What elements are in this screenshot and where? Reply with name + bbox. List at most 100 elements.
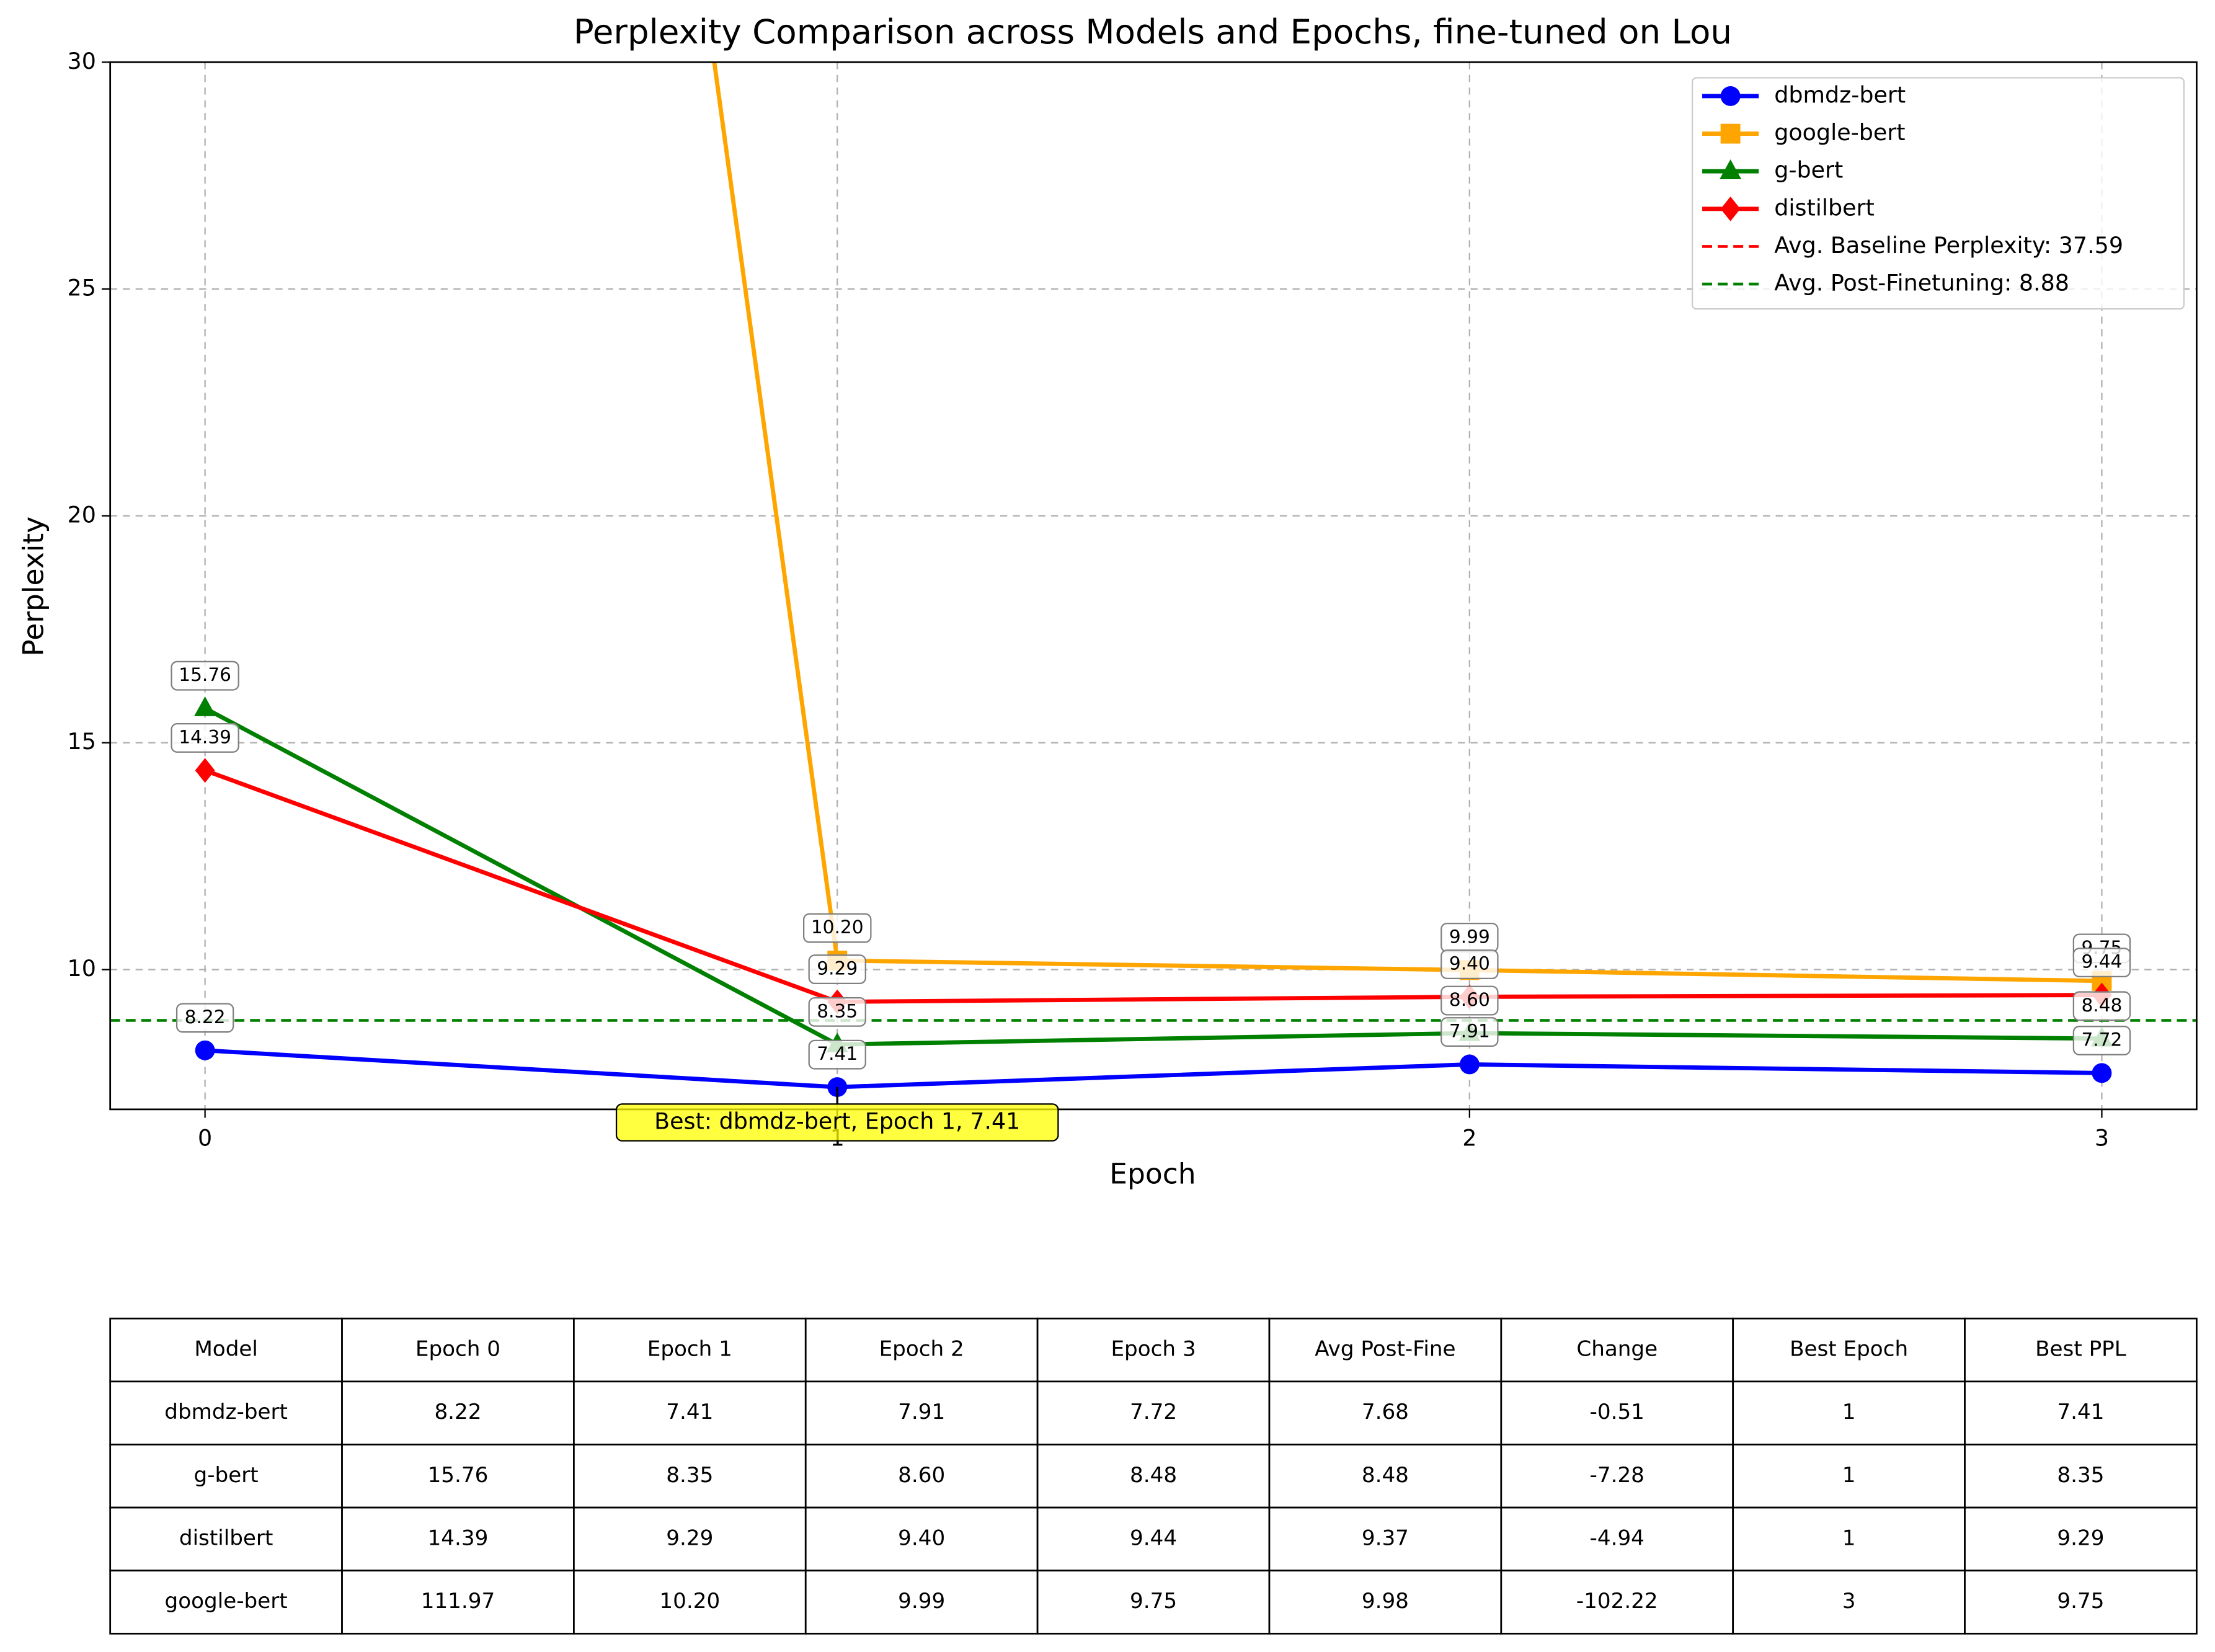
table-cell [109, 1317, 343, 1383]
table-text: 111.97 [421, 1589, 495, 1614]
table-text: 1 [1842, 1525, 1856, 1550]
annotation-text: Best: dbmdz-bert, Epoch 1, 7.41 [654, 1108, 1020, 1135]
data-label-box [171, 660, 239, 691]
table-text: -102.22 [1576, 1589, 1658, 1614]
table-header: Change [1576, 1337, 1658, 1362]
table-text: 1 [1842, 1400, 1856, 1424]
marker [1720, 196, 1741, 221]
table-cell [1268, 1506, 1503, 1572]
table-text: 9.40 [898, 1525, 945, 1550]
table-text: 8.60 [898, 1463, 945, 1488]
table-cell [1964, 1380, 2198, 1446]
data-label: 8.22 [185, 1006, 226, 1028]
table-header: Best Epoch [1790, 1337, 1908, 1362]
plot-frame [109, 61, 2198, 1111]
table-text: 10.20 [659, 1589, 720, 1614]
table-cell [1732, 1444, 1966, 1509]
series-line [204, 706, 2102, 1047]
y-axis-label: Perplexity [17, 517, 50, 657]
data-label-box [808, 1039, 866, 1070]
table-text: 7.91 [898, 1400, 945, 1424]
table-cell [573, 1570, 807, 1635]
y-tick-label: 15 [68, 728, 96, 755]
marker [1459, 1054, 1480, 1075]
series-line [205, 1048, 2102, 1090]
marker [195, 1040, 215, 1060]
table-text: -7.28 [1590, 1463, 1645, 1488]
data-label-box [1440, 985, 1499, 1016]
x-axis-label: Epoch [1109, 1158, 1196, 1191]
table-header: Best PPL [2035, 1337, 2126, 1362]
chart-title: Perplexity Comparison across Models and … [574, 12, 1732, 51]
legend-marker [1720, 196, 1741, 221]
table-cell [109, 1444, 343, 1509]
legend-marker [1720, 86, 1741, 106]
table-text: 9.44 [1130, 1525, 1177, 1550]
table-text: 3 [1842, 1589, 1856, 1614]
table-cell [1500, 1380, 1734, 1446]
y-tick-label: 30 [68, 48, 96, 74]
table-cell [1036, 1317, 1271, 1383]
legend-label: Avg. Post-Finetuning: 8.88 [1774, 270, 2069, 296]
data-label: 7.72 [2081, 1029, 2122, 1050]
table-text: 8.35 [666, 1463, 713, 1488]
marker [195, 758, 215, 783]
data-label: 8.60 [1449, 989, 1490, 1010]
table-header: Epoch 1 [647, 1337, 732, 1362]
data-label-box [1440, 1017, 1499, 1047]
data-label-box [175, 1003, 234, 1033]
table-cell [1732, 1317, 1966, 1383]
table-cell [1036, 1570, 1271, 1635]
table-text: 15.76 [428, 1463, 489, 1488]
table-cell [1500, 1570, 1734, 1635]
table-cell [1268, 1570, 1503, 1635]
y-tick-label: 25 [68, 275, 96, 301]
table-cell [1036, 1380, 1271, 1446]
table-cell [1732, 1506, 1966, 1572]
data-label: 10.20 [811, 917, 864, 938]
table-text: 7.68 [1362, 1400, 1409, 1424]
marker [827, 1077, 848, 1098]
marker [1720, 159, 1742, 179]
x-tick-label: 2 [1462, 1124, 1476, 1151]
table-cell [1036, 1506, 1271, 1572]
table-cell [804, 1570, 1039, 1635]
table-text: 9.29 [666, 1525, 713, 1550]
annotation-box [615, 1103, 1059, 1142]
table-cell [804, 1380, 1039, 1446]
legend-label: distilbert [1774, 194, 1875, 221]
data-label: 14.39 [179, 726, 231, 747]
table-text: 9.29 [2057, 1525, 2104, 1550]
marker [1720, 123, 1741, 144]
legend-label: Avg. Baseline Perplexity: 37.59 [1774, 232, 2123, 259]
table-text: 9.99 [898, 1589, 945, 1614]
data-label-box [1440, 949, 1499, 979]
marker [1720, 86, 1741, 106]
table-cell [1500, 1317, 1734, 1383]
table-cell [1268, 1380, 1503, 1446]
series-line [204, 768, 2102, 1004]
series-line [712, 62, 2102, 984]
y-tick-label: 10 [68, 955, 96, 982]
table-text: 14.39 [428, 1525, 489, 1550]
table-cell [573, 1444, 807, 1509]
table-cell [1964, 1317, 2198, 1383]
y-tick-label: 20 [68, 501, 96, 528]
data-label-box [2072, 948, 2131, 978]
table-text: 9.37 [1362, 1525, 1409, 1550]
table-cell [341, 1380, 575, 1446]
table-text: 7.41 [2057, 1400, 2104, 1424]
table-cell [1732, 1570, 1966, 1635]
data-label: 9.44 [2081, 951, 2122, 972]
table-header: Avg Post-Fine [1315, 1337, 1455, 1362]
data-label-box [171, 723, 239, 753]
data-label: 8.48 [2081, 995, 2122, 1016]
legend-label: dbmdz-bert [1774, 81, 1906, 108]
table-text: 8.22 [434, 1400, 481, 1424]
table-cell [109, 1570, 343, 1635]
table-cell [109, 1380, 343, 1446]
table-text: 9.75 [1130, 1589, 1177, 1614]
data-label: 9.99 [1449, 926, 1490, 947]
